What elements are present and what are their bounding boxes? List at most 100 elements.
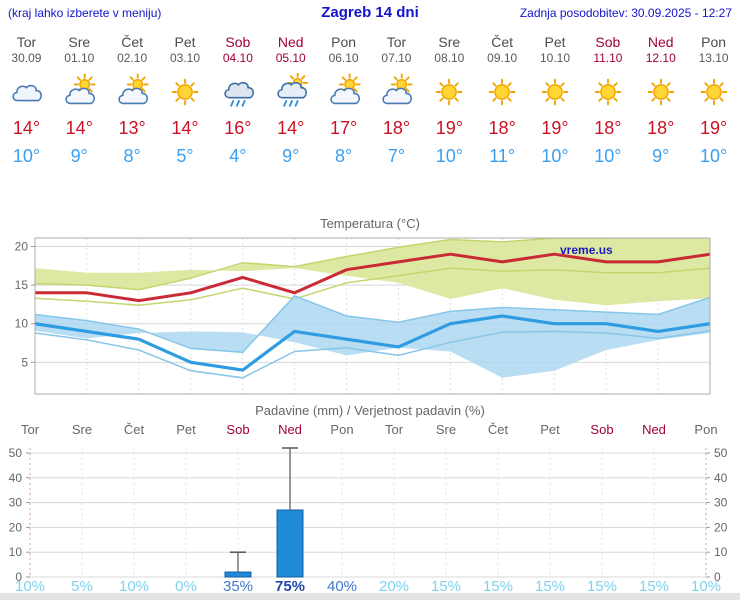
y-tick-label-right: 30 [714,496,728,510]
day-name: Čet [491,34,514,50]
day-date: 30.09 [11,51,42,65]
max-temperature: 16° [224,118,252,138]
day-name: Sre [438,34,461,50]
y-tick-label: 10 [15,317,29,331]
tmax-range-upper-edge [35,238,624,291]
day-name: Pon [701,34,727,50]
sunny-weather-icon [423,70,476,114]
tmin-range-band [35,295,710,378]
precip-probability: 20% [379,578,409,595]
day-date: 11.10 [593,51,623,65]
y-tick-label-left: 20 [9,520,23,534]
min-temperature: 11° [489,146,516,166]
precip-probability: 5% [71,578,93,595]
y-tick-label: 5 [21,355,28,369]
sunny-weather-icon [476,70,529,114]
partly-weather-icon [53,70,106,114]
precip-probability: 10% [691,578,721,595]
max-temperature: 14° [171,118,199,138]
day-name: Tor [386,34,407,50]
temperature-chart: 5 10 15 20 vreme.us [15,237,711,395]
day-name: Sob [595,34,621,50]
partly-weather-icon [370,70,423,114]
day-column: Sre 08.10 19° 10° [423,34,476,168]
partly-weather-icon [106,70,159,114]
max-temperature: 18° [488,118,516,138]
max-temperature: 17° [329,118,358,138]
day-column: Čet 09.10 18° 11° [476,34,529,168]
sunny-weather-icon [529,70,582,114]
sunny-weather-icon [581,70,634,114]
day-column: Pon 06.10 17° 8° [317,34,370,168]
precip-probability: 40% [327,578,357,595]
precip-day-label: Pet [540,422,560,437]
day-date: 10.10 [540,51,571,65]
day-name: Pon [331,34,357,50]
day-column: Pon 13.10 19° 10° [687,34,740,168]
max-temperature: 18° [647,118,675,138]
precip-probability: 15% [483,578,513,595]
precip-day-label: Tor [21,422,40,437]
min-temperature: 9° [282,146,300,166]
min-temperature: 10° [699,146,728,166]
tmin-line [35,314,710,372]
day-date: 09.10 [487,51,518,65]
y-tick-label-right: 40 [714,471,728,485]
day-column: Pet 10.10 19° 10° [529,34,582,168]
day-date: 08.10 [434,51,465,65]
min-temperature: 10° [594,146,622,166]
day-column: Tor 30.09 14° 10° [0,34,53,168]
max-temperature: 18° [382,118,411,138]
day-date: 04.10 [222,51,253,65]
precip-day-label: Sre [436,422,456,437]
precip-day-label: Ned [278,422,302,437]
min-temperature: 5° [176,146,194,166]
day-column: Pet 03.10 14° 5° [159,34,212,168]
day-column: Sob 04.10 16° 4° [211,34,264,168]
min-temperature: 8° [334,146,353,166]
y-tick-label: 20 [15,239,29,253]
y-tick-label-right: 10 [714,545,728,559]
precip-probability: 15% [587,578,617,595]
tmax-line [35,252,710,303]
min-temperature: 10° [12,146,41,166]
precip-probability: 35% [223,578,253,595]
forecast-days-row: Tor 30.09 14° 10° Sre 01.10 14° 9° Čet 02.10 13° 8°… [0,28,740,168]
day-column: Sob 11.10 18° 10° [581,34,634,168]
cloudy-weather-icon [0,70,53,114]
min-temperature: 7° [387,146,406,166]
max-temperature: 18° [594,118,622,138]
precip-probability: 15% [639,578,669,595]
precip-day-label: Pet [176,422,196,437]
day-name: Ned [647,34,674,50]
max-temperature: 14° [12,118,41,138]
y-tick-label-left: 0 [15,570,22,584]
day-date: 13.10 [698,51,729,65]
sunny-weather-icon [687,70,740,114]
y-tick-label-left: 40 [9,471,23,485]
precipitation-chart: Tor Sre Čet Pet Sob Ned Pon Tor Sre Čet Pet Sob Ned P… [9,422,728,595]
day-name: Čet [121,34,144,50]
precip-day-label: Sob [226,422,249,437]
max-temperature: 19° [541,118,569,138]
precip-day-label: Pon [330,422,353,437]
day-date: 12.10 [645,51,676,65]
day-date: 02.10 [117,51,148,65]
day-name: Sob [225,34,251,50]
day-column: Ned 05.10 14° 9° [264,34,317,168]
day-column: Sre 01.10 14° 9° [53,34,106,168]
day-column: Ned 12.10 18° 9° [634,34,687,168]
y-tick-label-right: 0 [714,570,721,584]
day-column: Tor 07.10 18° 7° [370,34,423,168]
precip-day-label: Sob [590,422,613,437]
precip-day-label: Pon [694,422,717,437]
day-name: Pet [174,34,196,50]
precip-day-label: Čet [124,422,145,437]
tmax-range-lower-edge [35,267,710,306]
precip-probability: 15% [535,578,565,595]
y-tick-label-left: 30 [9,496,23,510]
precip-day-label: Ned [642,422,666,437]
rain-partly-weather-icon [264,70,317,114]
y-tick-label-left: 10 [9,545,23,559]
